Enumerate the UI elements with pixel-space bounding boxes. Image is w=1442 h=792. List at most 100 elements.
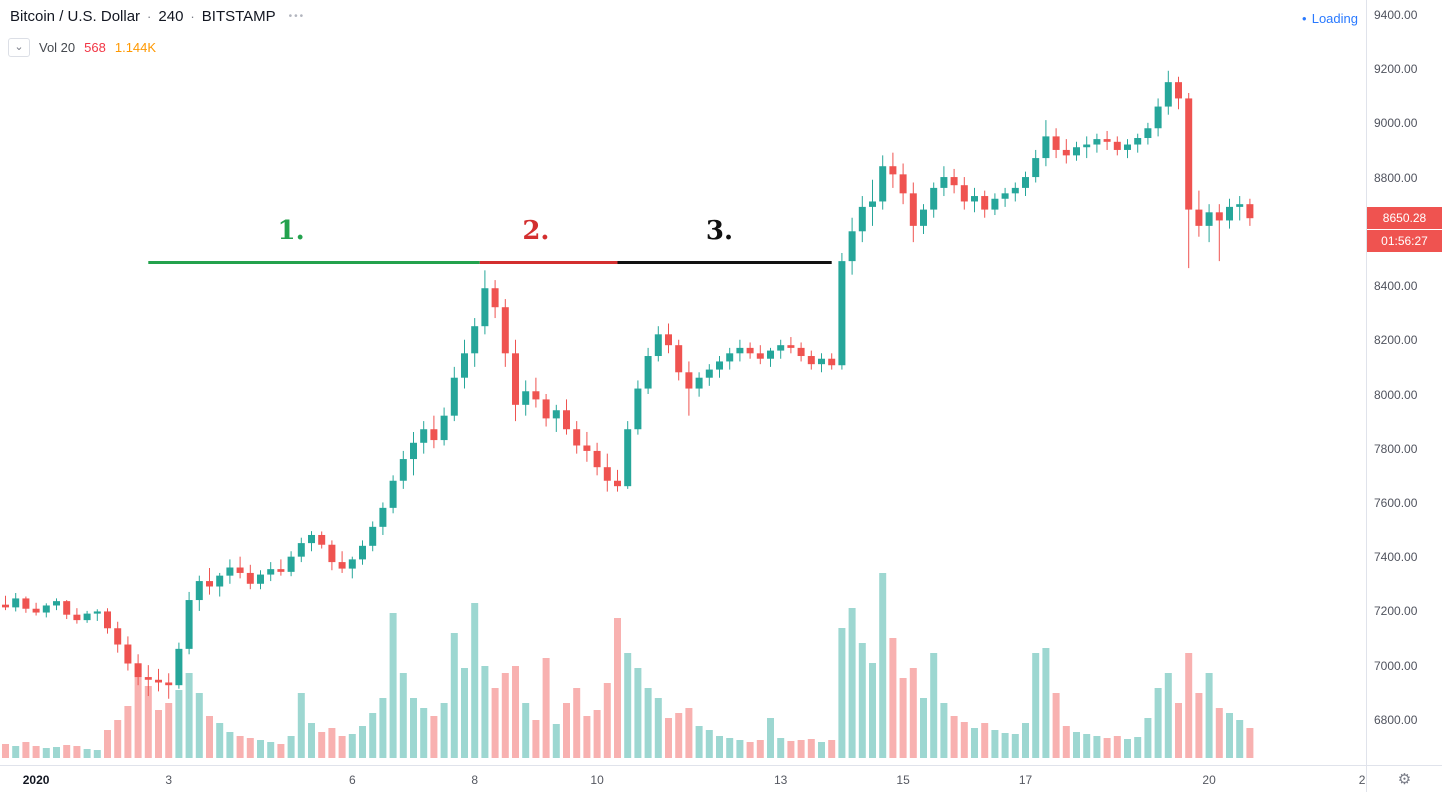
candle-body [206, 581, 213, 587]
candle-body [981, 196, 989, 210]
gear-icon[interactable]: ⚙ [1397, 771, 1412, 788]
candle-body [583, 445, 591, 451]
volume-bar [777, 738, 785, 758]
interval-label[interactable]: 240 [158, 8, 184, 25]
candle-body [257, 574, 264, 584]
candle-body [1226, 206, 1233, 221]
chart-canvas[interactable] [0, 0, 1366, 765]
candle-body [797, 347, 805, 357]
volume-bar [644, 688, 652, 758]
volume-bar [583, 716, 591, 758]
volume-bar [838, 628, 846, 758]
candle-body [1185, 98, 1193, 210]
annotation-label-1[interactable]: 1. [277, 216, 305, 247]
volume-bar [675, 713, 683, 758]
volume-bar [695, 726, 703, 758]
candle-body [93, 611, 101, 614]
candle-body [104, 611, 111, 629]
candle-body [124, 644, 132, 664]
volume-bar [512, 666, 519, 758]
candle-body [705, 369, 713, 378]
candle-body [614, 480, 621, 487]
candle-body [32, 608, 40, 613]
volume-bar [246, 738, 254, 758]
axis-settings-corner[interactable]: ⚙ [1366, 765, 1442, 792]
loading-indicator: ● Loading [1302, 11, 1358, 26]
candle-body [1103, 139, 1111, 142]
volume-bar [563, 703, 570, 758]
candle-body [216, 575, 224, 587]
volume-bar [83, 749, 91, 758]
volume-bar [716, 736, 723, 758]
volume-bar [787, 741, 795, 758]
price-axis-label: 9000.00 [1374, 116, 1418, 131]
more-menu-icon[interactable]: ••• [288, 11, 306, 22]
annotation-label-3[interactable]: 3. [705, 216, 734, 247]
volume-bar [2, 744, 9, 758]
candle-body [155, 679, 162, 683]
chart-pane[interactable]: Bitcoin / U.S. Dollar · 240 · BITSTAMP •… [0, 0, 1366, 765]
volume-bar [226, 732, 234, 758]
volume-bar [869, 663, 876, 758]
symbol-title[interactable]: Bitcoin / U.S. Dollar [10, 8, 141, 25]
volume-bar [542, 658, 550, 758]
volume-bar [277, 744, 285, 758]
volume-bar [1073, 732, 1080, 758]
candle-body [1134, 138, 1142, 145]
volume-bar [889, 638, 897, 758]
volume-bar [1113, 736, 1121, 758]
price-axis-label: 7200.00 [1374, 604, 1418, 619]
price-axis-label: 8800.00 [1374, 170, 1418, 185]
exchange-label[interactable]: BITSTAMP [201, 8, 276, 25]
volume-bar [1134, 737, 1142, 758]
candle-body [634, 388, 642, 430]
candle-body [950, 177, 958, 186]
volume-bar [950, 716, 958, 758]
candle-body [165, 682, 173, 686]
volume-bar [328, 728, 336, 758]
candle-body [114, 628, 122, 645]
volume-bar [338, 736, 346, 758]
candle-body [491, 288, 499, 308]
candle-body [420, 429, 428, 443]
volume-bar [1022, 723, 1029, 758]
candle-body [818, 358, 825, 365]
candle-body [175, 648, 183, 686]
candle-body [1001, 193, 1009, 199]
volume-bar [12, 746, 20, 758]
candle-body [297, 543, 305, 557]
volume-bar [858, 643, 866, 758]
indicator-legend-row: ⌄ Vol 20 568 1.144K [8, 38, 156, 57]
candle-body [277, 569, 285, 572]
volume-bar [654, 698, 662, 758]
candle-body [287, 556, 295, 572]
candle-body [767, 350, 774, 359]
annotation-label-2[interactable]: 2. [522, 216, 550, 247]
volume-bar [216, 723, 224, 758]
chevron-down-icon[interactable]: ⌄ [8, 38, 30, 57]
volume-bar [124, 706, 132, 758]
price-axis-label: 8000.00 [1374, 387, 1418, 402]
candle-body [573, 429, 581, 446]
price-axis[interactable]: 8650.28 01:56:27 9400.00 9200.00 9000.00 88… [1366, 0, 1442, 765]
volume-bar [1083, 734, 1091, 758]
candle-body [63, 601, 71, 615]
volume-bar [1062, 726, 1070, 758]
candle-body [848, 231, 856, 262]
time-axis[interactable]: 2020 3 6 8 10 13 15 17 20 2 [0, 765, 1366, 792]
candle-body [777, 345, 785, 351]
volume-bar [461, 668, 468, 758]
candle-body [267, 569, 275, 575]
candle-body [1124, 144, 1131, 150]
volume-bar [144, 686, 152, 758]
candle-body [328, 544, 336, 563]
candle-body [879, 166, 887, 202]
candle-body [53, 601, 60, 606]
candle-body [338, 562, 346, 569]
volume-bar [114, 720, 122, 758]
volume-bar [410, 698, 417, 758]
candle-body [685, 372, 693, 389]
volume-bar [73, 746, 81, 758]
time-axis-label: 10 [590, 773, 604, 787]
volume-bar [1154, 688, 1162, 758]
